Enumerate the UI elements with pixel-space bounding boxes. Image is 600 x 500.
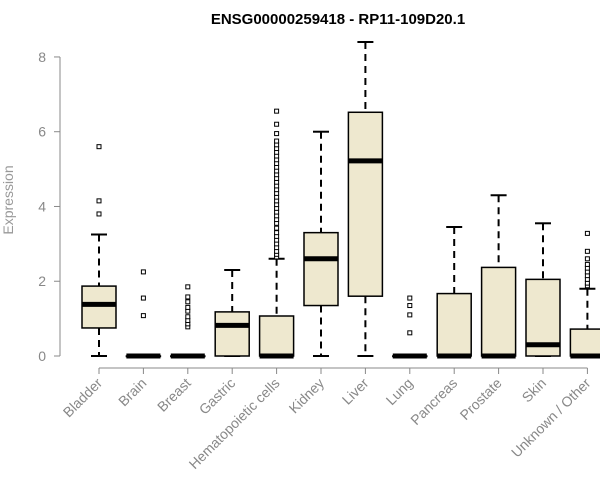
outlier-point xyxy=(584,248,590,254)
x-tick-label: Lung xyxy=(383,375,416,408)
outlier-point xyxy=(96,198,102,204)
outlier-point xyxy=(274,121,280,127)
box-brain xyxy=(125,269,162,359)
x-tick-label: Brain xyxy=(115,375,149,409)
y-axis: 0 2 4 6 8 xyxy=(38,49,61,364)
outlier-point xyxy=(140,313,146,319)
outlier-point xyxy=(584,256,590,262)
x-tick-label: Gastric xyxy=(196,375,239,418)
box-iqr xyxy=(303,231,339,307)
box-prostate xyxy=(480,194,517,359)
outlier-point xyxy=(407,330,413,336)
x-tick-label: Kidney xyxy=(286,375,328,417)
outlier-point xyxy=(185,299,191,305)
y-tick-label: 0 xyxy=(38,348,46,364)
outlier-point xyxy=(140,269,146,275)
box-iqr xyxy=(214,311,250,357)
x-tick-label: Pancreas xyxy=(407,375,460,428)
box-liver xyxy=(347,41,384,357)
chart-title: ENSG00000259418 - RP11-109D20.1 xyxy=(211,11,465,28)
outlier-point xyxy=(96,211,102,217)
outlier-point xyxy=(407,303,413,309)
outlier-point xyxy=(407,295,413,301)
x-tick-label: Skin xyxy=(519,375,550,406)
outlier-point xyxy=(140,295,146,301)
x-tick-label: Bladder xyxy=(60,375,106,421)
x-tick-label: Breast xyxy=(154,375,194,415)
outlier-point xyxy=(185,314,191,320)
outlier-point xyxy=(185,304,191,310)
box-iqr xyxy=(258,315,295,357)
box-skin xyxy=(525,222,561,357)
outlier-point xyxy=(274,230,280,236)
box-unknown-other xyxy=(569,230,600,359)
box-iqr xyxy=(569,328,600,357)
outlier-point xyxy=(407,312,413,318)
box-kidney xyxy=(303,130,339,357)
box-bladder xyxy=(81,144,117,357)
y-tick-label: 4 xyxy=(38,198,46,214)
outlier-point xyxy=(185,284,191,290)
y-tick-label: 2 xyxy=(38,273,46,289)
outlier-point xyxy=(274,138,280,144)
outlier-point xyxy=(274,108,280,114)
box-pancreas xyxy=(436,226,472,359)
x-tick-label: Liver xyxy=(339,375,372,408)
y-tick-label: 6 xyxy=(38,124,46,140)
box-breast xyxy=(170,284,206,359)
outlier-point xyxy=(584,230,590,236)
outlier-point xyxy=(274,225,280,231)
x-tick-label: Unknown / Other xyxy=(508,375,594,461)
box-series xyxy=(81,41,600,359)
outlier-point xyxy=(96,144,102,150)
outlier-point xyxy=(584,261,590,267)
box-iqr xyxy=(480,266,517,357)
box-iqr xyxy=(81,285,117,329)
box-lung xyxy=(392,295,428,359)
outlier-point xyxy=(274,131,280,137)
box-iqr xyxy=(347,111,384,297)
x-tick-label: Prostate xyxy=(457,375,505,423)
outlier-point xyxy=(185,294,191,300)
box-hematopoietic-cells xyxy=(258,108,295,359)
box-gastric xyxy=(214,269,250,357)
y-tick-label: 8 xyxy=(38,49,46,65)
y-axis-label: Expression xyxy=(0,165,16,234)
box-iqr xyxy=(436,292,472,357)
